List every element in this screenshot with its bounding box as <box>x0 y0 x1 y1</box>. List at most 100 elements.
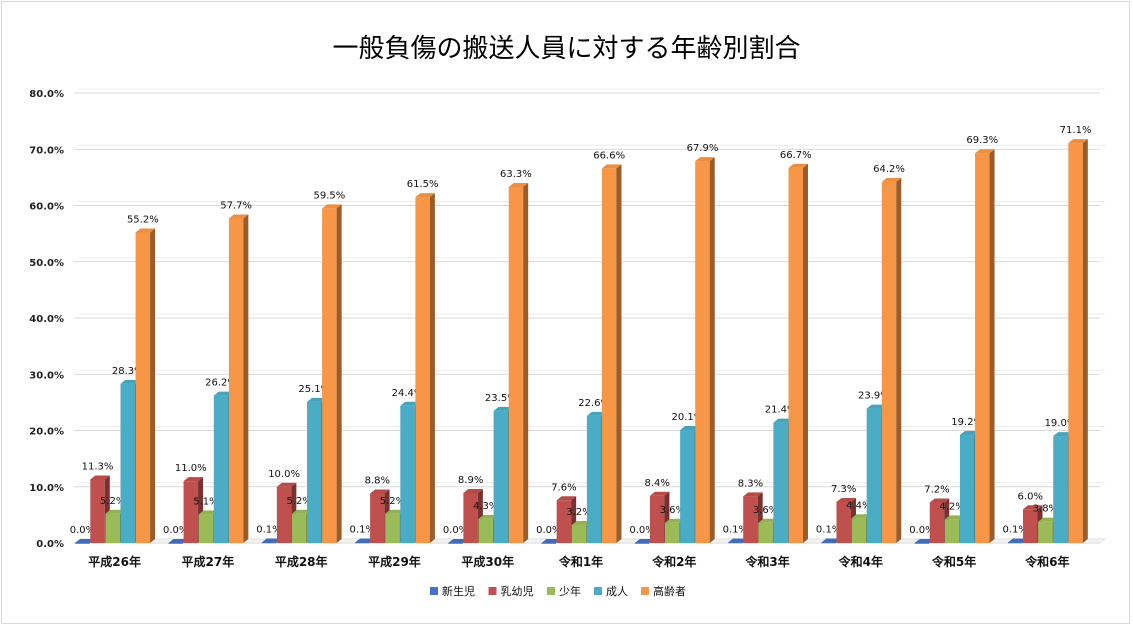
legend-swatch <box>594 587 602 595</box>
x-tick-label: 令和1年 <box>558 554 603 569</box>
bar-top <box>213 391 234 396</box>
bar-top <box>105 509 125 514</box>
bar <box>665 522 680 543</box>
bar <box>788 167 803 543</box>
data-label: 3.8% <box>1033 504 1058 515</box>
bar <box>975 153 990 543</box>
data-label: 71.1% <box>1060 125 1092 136</box>
bar-top <box>601 164 622 169</box>
legend-label: 少年 <box>559 584 581 598</box>
y-tick-label: 60.0% <box>29 202 64 213</box>
bar <box>291 513 307 543</box>
legend-label: 高齢者 <box>653 584 686 598</box>
y-tick-label: 30.0% <box>29 370 64 381</box>
legend-swatch <box>547 587 555 595</box>
data-label: 69.3% <box>966 135 998 146</box>
data-label: 5.2% <box>286 496 311 507</box>
data-label: 0.1% <box>723 524 748 535</box>
bar <box>821 542 836 544</box>
bar-top <box>1007 538 1028 543</box>
data-label: 19.0% <box>1045 418 1077 429</box>
data-label: 4.4% <box>846 500 871 511</box>
data-label: 4.2% <box>939 501 964 512</box>
legend-swatch <box>488 587 497 595</box>
bar-side <box>802 163 808 543</box>
y-tick-label: 80.0% <box>29 89 64 100</box>
bar <box>355 542 370 544</box>
y-tick-label: 10.0% <box>29 483 64 494</box>
bar <box>400 405 415 543</box>
data-label: 0.1% <box>816 524 841 535</box>
y-tick-label: 40.0% <box>29 314 64 325</box>
data-label: 5.2% <box>100 496 125 507</box>
bar-top <box>959 431 980 435</box>
bar-top <box>975 149 995 154</box>
data-label: 28.3% <box>112 366 144 377</box>
bar <box>1068 143 1083 543</box>
bar-top <box>135 228 156 233</box>
data-label: 0.1% <box>350 524 375 535</box>
bar-top <box>1038 517 1058 522</box>
bar-top <box>758 518 778 523</box>
bar-side <box>709 157 715 543</box>
bar <box>463 492 478 543</box>
data-label: 10.0% <box>268 469 300 480</box>
bar <box>135 232 151 543</box>
bar-top <box>788 163 808 168</box>
data-label: 8.8% <box>365 476 390 487</box>
bar-top <box>307 397 327 402</box>
bar-top <box>851 514 872 519</box>
x-tick-label: 令和5年 <box>931 554 976 569</box>
y-tick-label: 50.0% <box>29 258 64 269</box>
bar-top <box>586 411 607 416</box>
data-label: 63.3% <box>500 169 532 180</box>
bar-top <box>914 539 935 543</box>
data-label: 0.0% <box>909 525 934 536</box>
bar <box>448 543 463 544</box>
x-tick-label: 平成29年 <box>368 554 421 569</box>
data-label: 11.0% <box>175 463 207 474</box>
bar-side <box>989 149 995 543</box>
bar <box>1007 542 1023 544</box>
bar-top <box>508 182 529 187</box>
bar-top <box>728 538 748 543</box>
data-label: 5.2% <box>380 496 405 507</box>
bar <box>228 218 244 543</box>
bar-side <box>336 204 342 543</box>
data-label: 5.1% <box>193 496 218 507</box>
bar <box>478 518 493 543</box>
bar <box>508 186 524 543</box>
bar-top <box>1023 505 1043 510</box>
bar-top <box>478 514 498 519</box>
bar <box>586 415 602 543</box>
bar <box>198 514 214 543</box>
data-label: 11.3% <box>82 461 114 472</box>
bar-side <box>616 164 622 543</box>
x-tick-label: 令和4年 <box>838 554 883 569</box>
bar-top <box>695 157 715 162</box>
bar <box>385 513 400 543</box>
bar <box>959 435 975 543</box>
bar-top <box>276 482 297 487</box>
y-tick-label: 70.0% <box>29 145 64 156</box>
bar <box>276 486 292 543</box>
x-tick-label: 令和6年 <box>1024 554 1069 569</box>
bar <box>183 481 199 543</box>
bar-top <box>541 539 562 543</box>
data-label: 55.2% <box>127 215 159 226</box>
data-label: 59.5% <box>313 190 345 201</box>
bar-top <box>866 404 887 409</box>
bar <box>370 493 385 543</box>
data-label: 0.0% <box>163 525 188 536</box>
bar <box>90 479 105 543</box>
legend-swatch <box>430 587 438 595</box>
data-label: 23.5% <box>485 393 517 404</box>
bar-top <box>400 401 420 406</box>
data-label: 26.2% <box>205 378 237 389</box>
bar-side <box>1082 139 1088 543</box>
data-label: 64.2% <box>873 164 905 175</box>
data-label: 6.0% <box>1018 491 1043 502</box>
bar-top <box>370 489 390 494</box>
bar <box>120 383 135 543</box>
bar <box>105 513 120 543</box>
